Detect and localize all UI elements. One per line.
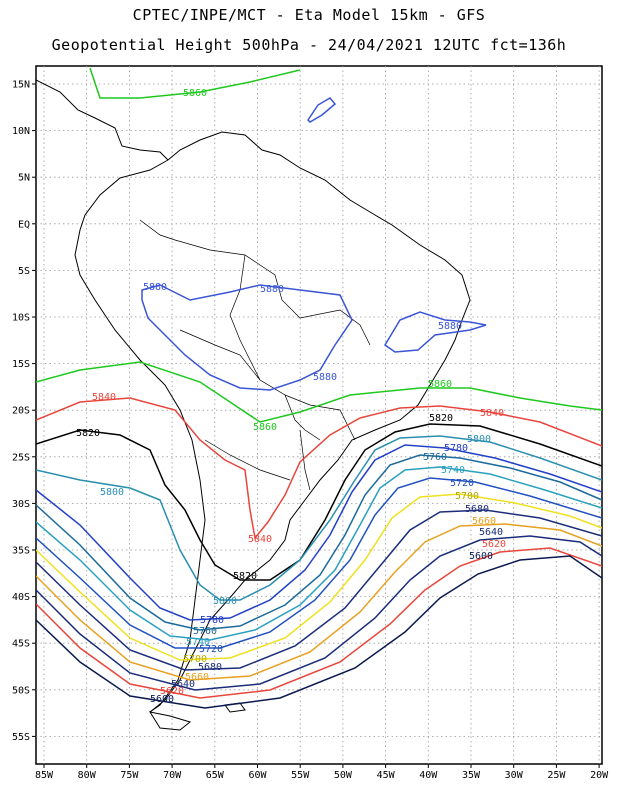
longitude-label: 35W xyxy=(462,770,481,781)
latitude-label: 15N xyxy=(12,80,30,91)
longitude-label: 20W xyxy=(590,770,609,781)
contour-label-5780: 5780 xyxy=(200,615,224,626)
longitude-label: 60W xyxy=(248,770,267,781)
latitude-label: 5S xyxy=(18,266,30,277)
contour-label-5880: 5880 xyxy=(143,282,167,293)
contour-label-5680: 5680 xyxy=(465,504,489,515)
contour-label-5840: 5840 xyxy=(248,534,272,545)
latitude-label: 45S xyxy=(12,639,30,650)
contour-label-5780: 5780 xyxy=(444,443,468,454)
axis-ticks xyxy=(32,83,600,768)
contour-label-5700: 5700 xyxy=(455,491,479,502)
contour-label-5660: 5660 xyxy=(472,516,496,527)
longitude-label: 45W xyxy=(377,770,396,781)
contour-label-5840: 5840 xyxy=(92,392,116,403)
contour-5860 xyxy=(36,361,602,423)
contour-label-5620: 5620 xyxy=(160,686,184,697)
contour-5620 xyxy=(36,547,602,699)
contour-label-5640: 5640 xyxy=(171,679,195,690)
map-title-line-1: CPTEC/INPE/MCT - Eta Model 15km - GFS xyxy=(132,6,486,24)
country-borders xyxy=(139,219,371,491)
contour-label-5880: 5880 xyxy=(260,284,284,295)
contour-5640 xyxy=(36,535,602,691)
contour-label-5600: 5600 xyxy=(469,551,493,562)
contour-5880-east xyxy=(383,311,487,353)
contour-5840 xyxy=(36,397,602,540)
contour-label-5740: 5740 xyxy=(186,637,210,648)
latitude-label: 10N xyxy=(12,126,30,137)
contour-5740 xyxy=(36,466,602,641)
contour-5680 xyxy=(36,509,602,671)
longitude-label: 80W xyxy=(78,770,97,781)
latitude-label: 10S xyxy=(12,313,30,324)
contour-label-5860: 5860 xyxy=(183,88,207,99)
contour-5820 xyxy=(36,423,602,581)
contour-label-5760: 5760 xyxy=(193,626,217,637)
contour-5880 xyxy=(141,284,353,391)
map-title-line-2: Geopotential Height 500hPa - 24/04/2021 … xyxy=(51,36,567,54)
tierra-del-fuego xyxy=(148,711,192,731)
latitude-label: 5N xyxy=(18,173,30,184)
contour-5760 xyxy=(36,454,602,631)
latitude-label: 20S xyxy=(12,406,30,417)
latitude-label: 35S xyxy=(12,546,30,557)
longitude-labels: 85W 80W 75W 70W 65W 60W 55W 50W 45W 40W 35W 30W 25W 2… xyxy=(35,770,609,781)
plot-frame xyxy=(35,65,603,765)
longitude-label: 85W xyxy=(35,770,54,781)
contour-label-5820: 5820 xyxy=(76,428,100,439)
contour-labels: 5880 5880 5880 5880 5880 5860 5860 5860 … xyxy=(76,88,506,705)
longitude-label: 25W xyxy=(547,770,566,781)
contour-label-5800: 5800 xyxy=(467,434,491,445)
contour-label-5880: 5880 xyxy=(313,372,337,383)
contour-label-5860: 5860 xyxy=(428,379,452,390)
longitude-label: 30W xyxy=(505,770,524,781)
contour-lines xyxy=(36,67,602,709)
contour-label-5620: 5620 xyxy=(482,539,506,550)
latitude-label: 55S xyxy=(12,732,30,743)
contour-label-5720: 5720 xyxy=(450,478,474,489)
latitude-label: 30S xyxy=(12,499,30,510)
latitude-label: 50S xyxy=(12,685,30,696)
contour-label-5880: 5880 xyxy=(438,321,462,332)
south-america-east-coast xyxy=(149,224,471,713)
contour-5700 xyxy=(36,493,602,661)
contour-label-5820: 5820 xyxy=(233,571,257,582)
latitude-label: 25S xyxy=(12,452,30,463)
contour-label-5720: 5720 xyxy=(199,644,223,655)
latitude-labels: 15N 10N 5N EQ 5S 10S 15S 20S 25S 30S 35S 40S 45S 50S 5… xyxy=(12,80,30,743)
longitude-label: 40W xyxy=(419,770,438,781)
longitude-label: 75W xyxy=(120,770,139,781)
latitude-label: EQ xyxy=(18,219,30,230)
contour-label-5820: 5820 xyxy=(429,413,453,424)
contour-label-5680: 5680 xyxy=(198,662,222,673)
contour-5600 xyxy=(36,555,602,709)
contour-5720 xyxy=(36,477,602,649)
contour-label-5740: 5740 xyxy=(441,465,465,476)
latitude-label: 40S xyxy=(12,592,30,603)
contour-5780 xyxy=(36,444,602,621)
contour-label-5640: 5640 xyxy=(479,527,503,538)
central-america-coast xyxy=(36,79,169,161)
contour-label-5860: 5860 xyxy=(253,422,277,433)
longitude-label: 55W xyxy=(291,770,310,781)
contour-label-5600: 5600 xyxy=(150,694,174,705)
longitude-label: 50W xyxy=(334,770,353,781)
contour-label-5800: 5800 xyxy=(213,596,237,607)
contour-5660 xyxy=(36,523,602,681)
contour-label-5880: 5880 xyxy=(348,292,372,303)
contour-label-5660: 5660 xyxy=(185,672,209,683)
contour-label-5760: 5760 xyxy=(423,452,447,463)
contour-label-5840: 5840 xyxy=(480,408,504,419)
contour-label-5800: 5800 xyxy=(100,487,124,498)
contour-5800 xyxy=(36,435,602,601)
contour-5860-north xyxy=(89,67,301,99)
longitude-label: 65W xyxy=(206,770,225,781)
caribbean-coast xyxy=(167,131,393,226)
contour-5880-north xyxy=(307,97,337,123)
longitude-label: 70W xyxy=(163,770,182,781)
contour-label-5700: 5700 xyxy=(183,654,207,665)
latitude-label: 15S xyxy=(12,359,30,370)
